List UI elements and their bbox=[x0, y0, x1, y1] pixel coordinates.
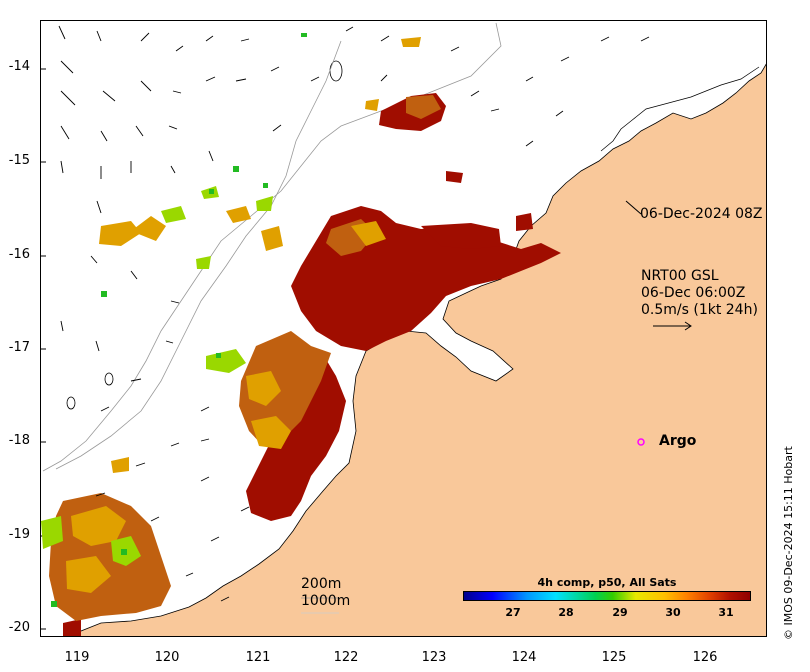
argo-marker bbox=[637, 438, 645, 446]
y-tick-label: -18 bbox=[8, 433, 30, 448]
sst-warm-yellow bbox=[66, 37, 421, 593]
sst-green-dots bbox=[51, 33, 307, 607]
depth-label-1000m: 1000m bbox=[301, 593, 351, 609]
current-legend-scale: 0.5m/s (1kt 24h) bbox=[641, 302, 758, 318]
colorbar-tick: 29 bbox=[612, 606, 628, 619]
land-mass bbox=[76, 63, 766, 636]
colorbar-title: 4h comp, p50, All Sats bbox=[537, 576, 677, 589]
x-tick-label: 123 bbox=[421, 650, 447, 665]
x-tick-label: 120 bbox=[154, 650, 180, 665]
y-tick-label: -16 bbox=[8, 247, 30, 262]
reef-outlines bbox=[66, 60, 343, 410]
colorbar-tick: 30 bbox=[665, 606, 681, 619]
colorbar-tick: 27 bbox=[505, 606, 521, 619]
x-tick-label: 126 bbox=[692, 650, 718, 665]
contour-1000m bbox=[55, 40, 342, 470]
colorbar-tick: 28 bbox=[558, 606, 574, 619]
credit-text: © IMOS 09-Dec-2024 15:11 Hobart bbox=[782, 446, 795, 640]
current-legend-time: 06-Dec 06:00Z bbox=[641, 285, 746, 301]
y-tick-label: -14 bbox=[8, 59, 30, 74]
y-tick-label: -20 bbox=[8, 620, 30, 635]
map-canvas[interactable] bbox=[41, 21, 767, 637]
timestamp-label: 06-Dec-2024 08Z bbox=[640, 206, 763, 222]
x-tick-label: 122 bbox=[333, 650, 359, 665]
y-tick-label: -19 bbox=[8, 527, 30, 542]
current-scale-arrow bbox=[653, 321, 692, 331]
current-legend-title: NRT00 GSL bbox=[641, 268, 719, 284]
map-panel[interactable] bbox=[40, 20, 767, 637]
argo-label: Argo bbox=[659, 433, 697, 449]
y-tick-label: -15 bbox=[8, 153, 30, 168]
timestamp-pointer bbox=[625, 200, 642, 215]
kimberley-coast-detail bbox=[600, 66, 760, 152]
current-vectors bbox=[58, 25, 650, 602]
y-tick-label: -17 bbox=[8, 340, 30, 355]
colorbar-tick: 31 bbox=[718, 606, 734, 619]
x-tick-label: 119 bbox=[64, 650, 90, 665]
x-tick-label: 125 bbox=[601, 650, 627, 665]
sst-colorbar bbox=[463, 591, 751, 601]
depth-label-200m: 200m bbox=[301, 576, 342, 592]
x-tick-label: 124 bbox=[511, 650, 537, 665]
x-tick-label: 121 bbox=[245, 650, 271, 665]
